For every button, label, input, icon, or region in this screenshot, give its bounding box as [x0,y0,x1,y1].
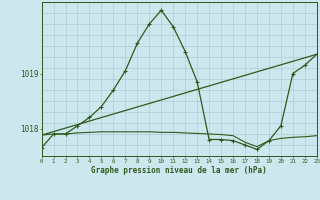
X-axis label: Graphe pression niveau de la mer (hPa): Graphe pression niveau de la mer (hPa) [91,166,267,175]
